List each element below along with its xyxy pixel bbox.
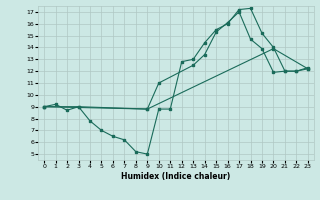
X-axis label: Humidex (Indice chaleur): Humidex (Indice chaleur): [121, 172, 231, 181]
